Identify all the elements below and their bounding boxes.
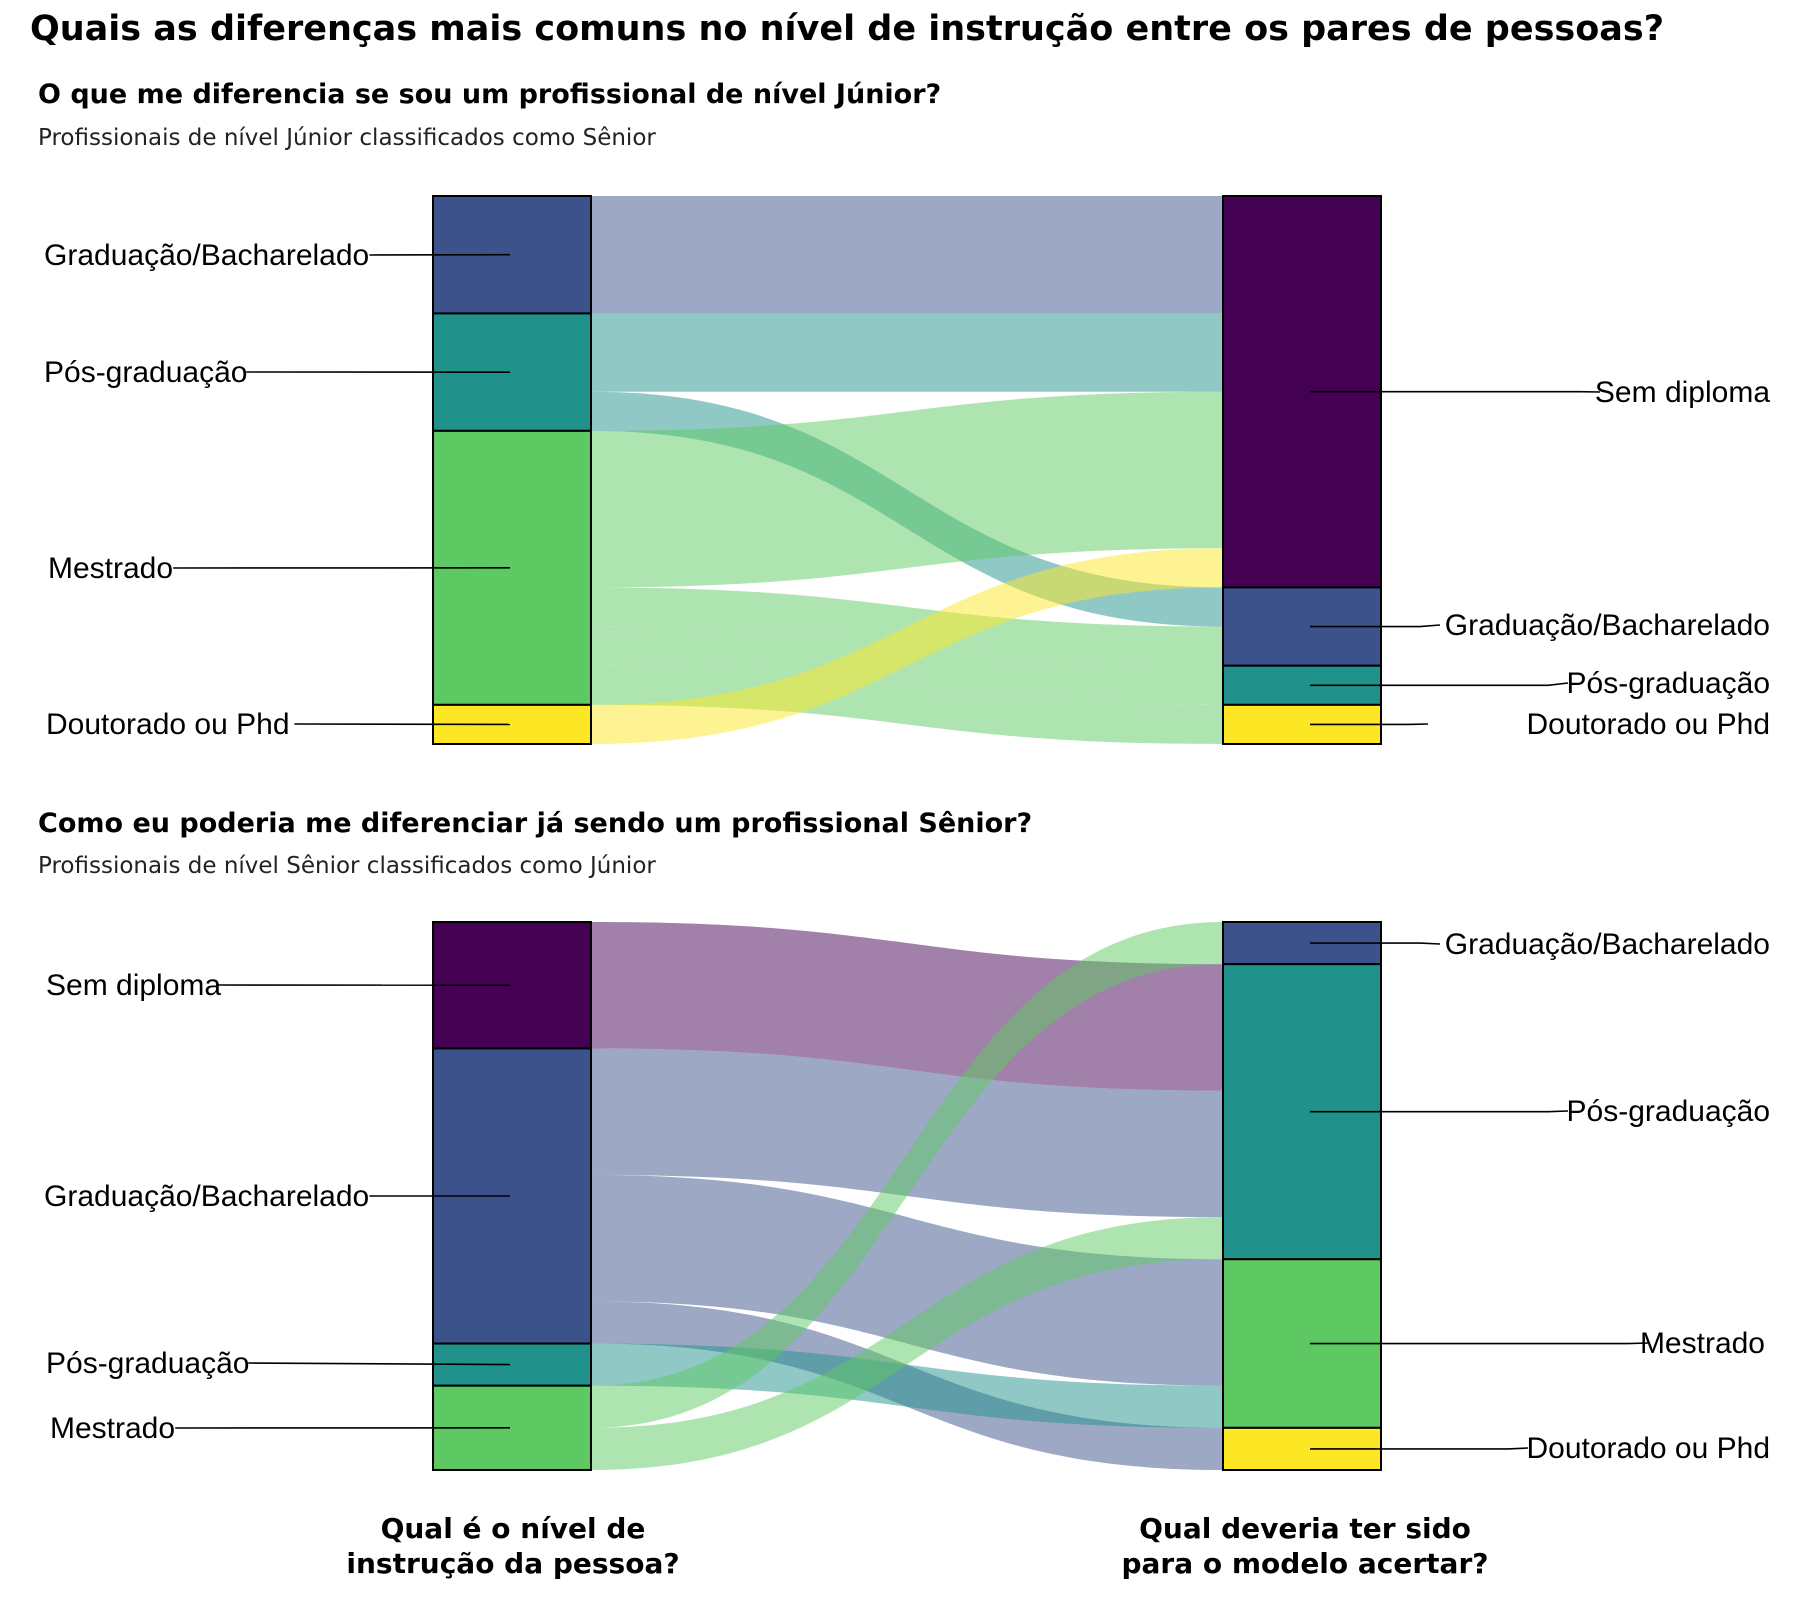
right-label-mestrado: Mestrado [1640, 1327, 1765, 1360]
left-label-sem-diploma: Sem diploma [46, 969, 221, 1002]
flow-pos-graduacao-to-sem-diploma [591, 313, 1223, 392]
left-axis-label-line: instrução da pessoa? [346, 1547, 679, 1580]
left-axis-label-line: Qual é o nível de [381, 1512, 646, 1545]
flow-mestrado-to-graduacao-bacharelado [591, 922, 1223, 1428]
right-leader-line [1310, 1110, 1569, 1113]
left-label-pos-graduacao: Pós-graduação [44, 356, 247, 389]
sankey-links [591, 922, 1223, 1470]
sankey-nodes [432, 195, 1382, 745]
right-label-doutorado-ou-phd: Doutorado ou Phd [1526, 708, 1770, 741]
right-leader-line [1310, 942, 1441, 945]
right-label-doutorado-ou-phd: Doutorado ou Phd [1526, 1432, 1770, 1465]
left-label-graduacao-bacharelado: Graduação/Bacharelado [44, 1180, 369, 1213]
left-axis-label: Qual é o nível de instrução da pessoa? [346, 1512, 679, 1580]
panel-title: O que me diferencia se sou um profission… [38, 79, 941, 110]
flow-doutorado-ou-phd-to-sem-diploma [591, 548, 1223, 744]
flow-graduacao-bacharelado-to-sem-diploma [591, 196, 1223, 314]
left-leader-line [248, 1362, 511, 1366]
flow-mestrado-to-pos-graduacao [591, 1217, 1223, 1470]
sankey-labels: Sem diploma Graduação/Bacharelado Pós-grad… [44, 928, 1770, 1465]
right-label-graduacao-bacharelado: Graduação/Bacharelado [1445, 609, 1770, 642]
figure-title: Quais as diferenças mais comuns no nível… [30, 9, 1664, 49]
sankey-panel-senior: Como eu poderia me diferenciar já sendo … [38, 808, 1770, 1472]
panel-subtitle: Profissionais de nível Sênior classifica… [38, 853, 656, 879]
sankey-labels: Graduação/Bacharelado Pós-graduação Mestra… [44, 239, 1770, 741]
right-axis-label: Qual deveria ter sido para o modelo acer… [1121, 1512, 1488, 1580]
sankey-links [591, 196, 1223, 744]
panel-title: Como eu poderia me diferenciar já sendo … [38, 808, 1032, 839]
right-label-pos-graduacao: Pós-graduação [1567, 1095, 1770, 1128]
right-label-sem-diploma: Sem diploma [1595, 376, 1770, 409]
sankey-panel-junior: O que me diferencia se sou um profission… [38, 79, 1770, 745]
flow-graduacao-bacharelado-to-mestrado [591, 1174, 1223, 1386]
right-leader-line [1310, 1447, 1529, 1450]
right-leader-line [1310, 1342, 1649, 1345]
flow-graduacao-bacharelado-to-pos-graduacao [591, 1048, 1223, 1218]
right-leader-line [1310, 682, 1569, 687]
flow-mestrado-to-doutorado-ou-phd [591, 665, 1223, 744]
left-label-mestrado: Mestrado [48, 552, 173, 585]
flow-mestrado-to-sem-diploma [591, 391, 1223, 588]
left-label-mestrado: Mestrado [50, 1412, 175, 1445]
right-axis-label-line: para o modelo acertar? [1121, 1547, 1488, 1580]
left-label-pos-graduacao: Pós-graduação [46, 1347, 249, 1380]
right-leader-line [1310, 624, 1441, 628]
left-label-graduacao-bacharelado: Graduação/Bacharelado [44, 239, 369, 272]
right-axis-label-line: Qual deveria ter sido [1139, 1512, 1471, 1545]
right-label-graduacao-bacharelado: Graduação/Bacharelado [1445, 928, 1770, 961]
panel-subtitle: Profissionais de nível Júnior classifica… [38, 125, 656, 151]
right-label-pos-graduacao: Pós-graduação [1567, 667, 1770, 700]
flow-sem-diploma-to-pos-graduacao [591, 922, 1223, 1091]
left-label-doutorado-ou-phd: Doutorado ou Phd [46, 708, 290, 741]
